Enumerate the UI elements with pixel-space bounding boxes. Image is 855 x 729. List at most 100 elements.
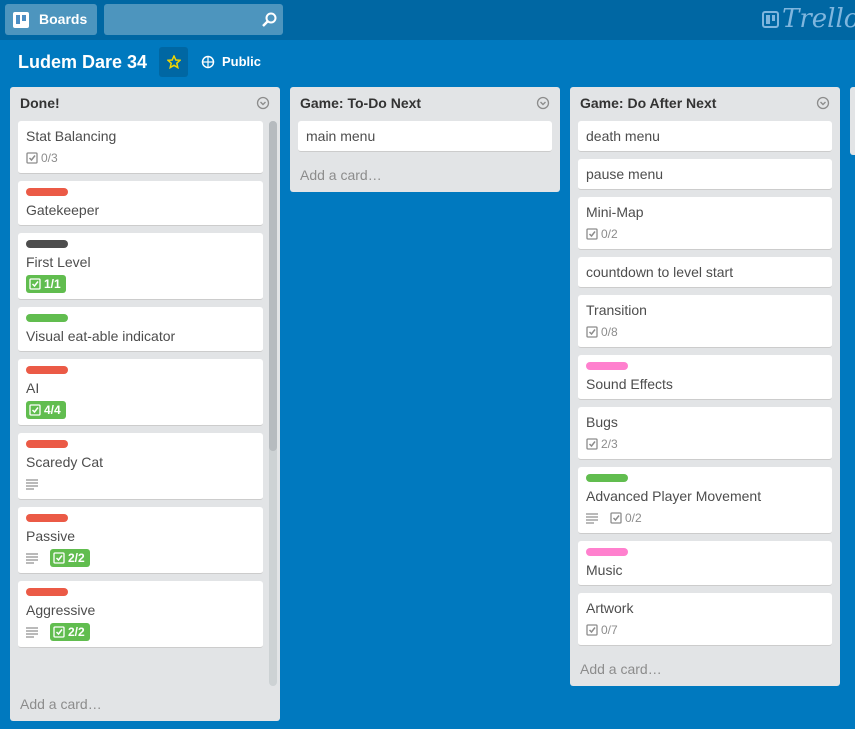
description-badge <box>26 623 44 641</box>
card-label <box>586 362 628 370</box>
add-card[interactable]: Add a card… <box>20 696 102 712</box>
star-button[interactable] <box>159 47 188 77</box>
description-icon <box>26 553 38 564</box>
card-title: Mini-Map <box>586 204 644 220</box>
checklist-count: 2/2 <box>68 551 85 565</box>
boards-label: Boards <box>39 11 88 27</box>
list: Game: Do After Next death menu pause menu M… <box>570 87 840 686</box>
checklist-icon <box>586 326 598 338</box>
badges: 2/2 <box>26 549 255 567</box>
card-label <box>26 188 68 196</box>
card[interactable]: Sound Effects <box>578 355 832 400</box>
checklist-badge: 0/3 <box>26 149 61 167</box>
checklist-count: 0/8 <box>601 325 618 339</box>
card[interactable]: Advanced Player Movement 0/2 <box>578 467 832 534</box>
card[interactable]: Mini-Map 0/2 <box>578 197 832 250</box>
card-title: Bugs <box>586 414 618 430</box>
badges: 0/2 <box>586 509 824 527</box>
list: Done! Stat Balancing 0/3 Gatekeeper First Le… <box>10 87 280 721</box>
card[interactable]: AI 4/4 <box>18 359 263 426</box>
list-header: Done! <box>10 87 280 121</box>
checklist-count: 2/2 <box>68 625 85 639</box>
checklist-count: 2/3 <box>601 437 618 451</box>
card[interactable]: countdown to level start <box>578 257 832 288</box>
logo-text: Trello <box>782 4 855 34</box>
checklist-count: 0/3 <box>41 151 58 165</box>
scrollbar-thumb[interactable] <box>269 121 277 451</box>
description-icon <box>26 479 38 490</box>
card[interactable]: pause menu <box>578 159 832 190</box>
card[interactable]: Aggressive 2/2 <box>18 581 263 648</box>
header: Boards Trello <box>0 0 855 40</box>
checklist-icon <box>586 228 598 240</box>
card-title: main menu <box>306 128 376 144</box>
search-box[interactable] <box>104 4 283 35</box>
card-title: AI <box>26 380 40 396</box>
checklist-badge: 0/2 <box>610 509 645 527</box>
checklist-badge: 0/2 <box>586 225 621 243</box>
card-label <box>26 366 68 374</box>
badges: 0/8 <box>586 323 824 341</box>
badges <box>26 475 255 493</box>
description-badge <box>26 549 44 567</box>
scrollbar[interactable] <box>269 121 277 686</box>
list-title[interactable]: Game: Do After Next <box>580 95 717 111</box>
badges: 2/3 <box>586 435 824 453</box>
card-label <box>26 588 68 596</box>
list: Game: To-Do Next main menu Add a card… <box>290 87 560 192</box>
description-badge <box>586 509 604 527</box>
list-menu-icon <box>256 96 270 110</box>
logo[interactable]: Trello <box>762 5 855 33</box>
card[interactable]: Transition 0/8 <box>578 295 832 348</box>
checklist-badge: 0/7 <box>586 621 621 639</box>
list-header: Game: Do After Next <box>570 87 840 121</box>
badges: 0/2 <box>586 225 824 243</box>
card-title: countdown to level start <box>586 264 734 280</box>
card-title: Gatekeeper <box>26 202 100 218</box>
card-title: death menu <box>586 128 660 144</box>
card[interactable]: Bugs 2/3 <box>578 407 832 460</box>
search-icon <box>262 12 277 27</box>
card[interactable]: First Level 1/1 <box>18 233 263 300</box>
checklist-badge: 2/2 <box>50 623 90 641</box>
board-title[interactable]: Ludem Dare 34 <box>18 52 148 72</box>
checklist-icon <box>29 278 41 290</box>
checklist-icon <box>29 404 41 416</box>
list-title[interactable]: Game: To-Do Next <box>300 95 422 111</box>
card[interactable]: Music <box>578 541 832 586</box>
card-label <box>26 240 68 248</box>
card[interactable]: Artwork 0/7 <box>578 593 832 646</box>
visibility-button[interactable]: Public <box>200 53 261 71</box>
card-title: Music <box>586 562 623 578</box>
card-list: Stat Balancing 0/3 Gatekeeper First Level 1/… <box>10 121 280 687</box>
card[interactable]: death menu <box>578 121 832 152</box>
checklist-icon <box>586 624 598 636</box>
list-title[interactable]: Done! <box>20 95 60 111</box>
card[interactable]: Passive 2/2 <box>18 507 263 574</box>
logo-icon <box>762 11 779 28</box>
add-card[interactable]: Add a card… <box>300 167 382 183</box>
checklist-count: 0/2 <box>625 511 642 525</box>
card-title: Transition <box>586 302 647 318</box>
checklist-count: 0/7 <box>601 623 618 637</box>
card[interactable]: Scaredy Cat <box>18 433 263 500</box>
card-label <box>26 440 68 448</box>
checklist-count: 0/2 <box>601 227 618 241</box>
description-icon <box>586 513 598 524</box>
card-label <box>26 314 68 322</box>
boards-button[interactable]: Boards <box>5 4 97 35</box>
card-title: Scaredy Cat <box>26 454 104 470</box>
card-title: First Level <box>26 254 91 270</box>
visibility-label: Public <box>222 54 262 69</box>
checklist-icon <box>610 512 622 524</box>
list-header: Game: To-Do Next <box>290 87 560 121</box>
card[interactable]: Visual eat-able indicator <box>18 307 263 352</box>
card[interactable]: Gatekeeper <box>18 181 263 226</box>
badges: 1/1 <box>26 275 255 293</box>
add-card[interactable]: Add a card… <box>580 661 662 677</box>
checklist-icon <box>53 552 65 564</box>
description-badge <box>26 475 44 493</box>
card[interactable]: Stat Balancing 0/3 <box>18 121 263 174</box>
card[interactable]: main menu <box>298 121 552 152</box>
checklist-badge: 1/1 <box>26 275 66 293</box>
